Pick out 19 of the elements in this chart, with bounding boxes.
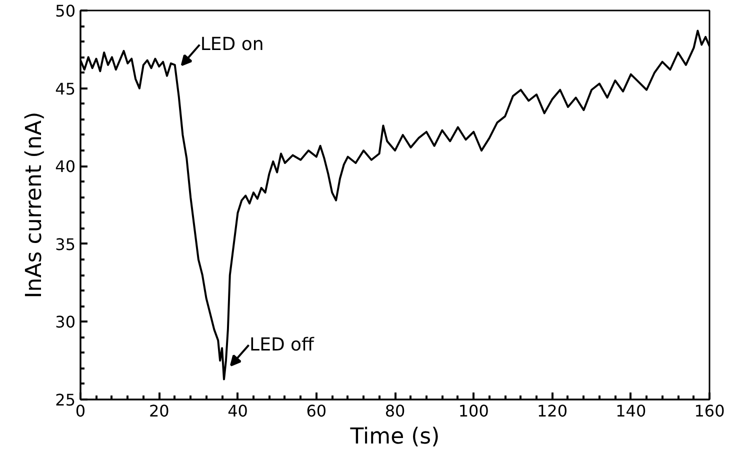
x-tick-label: 160 <box>694 402 725 420</box>
x-tick-label: 100 <box>458 402 489 420</box>
x-tick-label: 0 <box>75 402 86 420</box>
y-axis-title: InAs current (nA) <box>22 112 48 298</box>
y-tick-label: 25 <box>55 390 76 410</box>
y-tick-label: 40 <box>55 157 76 176</box>
x-axis-title: Time (s) <box>349 424 440 450</box>
annotation: LED off <box>250 334 315 356</box>
y-tick-label: 35 <box>55 234 76 254</box>
annotation: LED on <box>200 34 264 56</box>
x-tick-label: 60 <box>306 402 327 420</box>
y-tick-label: 45 <box>55 79 76 98</box>
y-tick-label: 50 <box>55 2 76 20</box>
x-tick-label: 120 <box>536 402 568 420</box>
y-tick-label: 30 <box>55 312 76 332</box>
x-tick-label: 40 <box>228 402 248 420</box>
x-tick-label: 140 <box>616 402 646 420</box>
x-tick-label: 20 <box>148 402 170 420</box>
x-tick-label: 80 <box>384 402 406 420</box>
